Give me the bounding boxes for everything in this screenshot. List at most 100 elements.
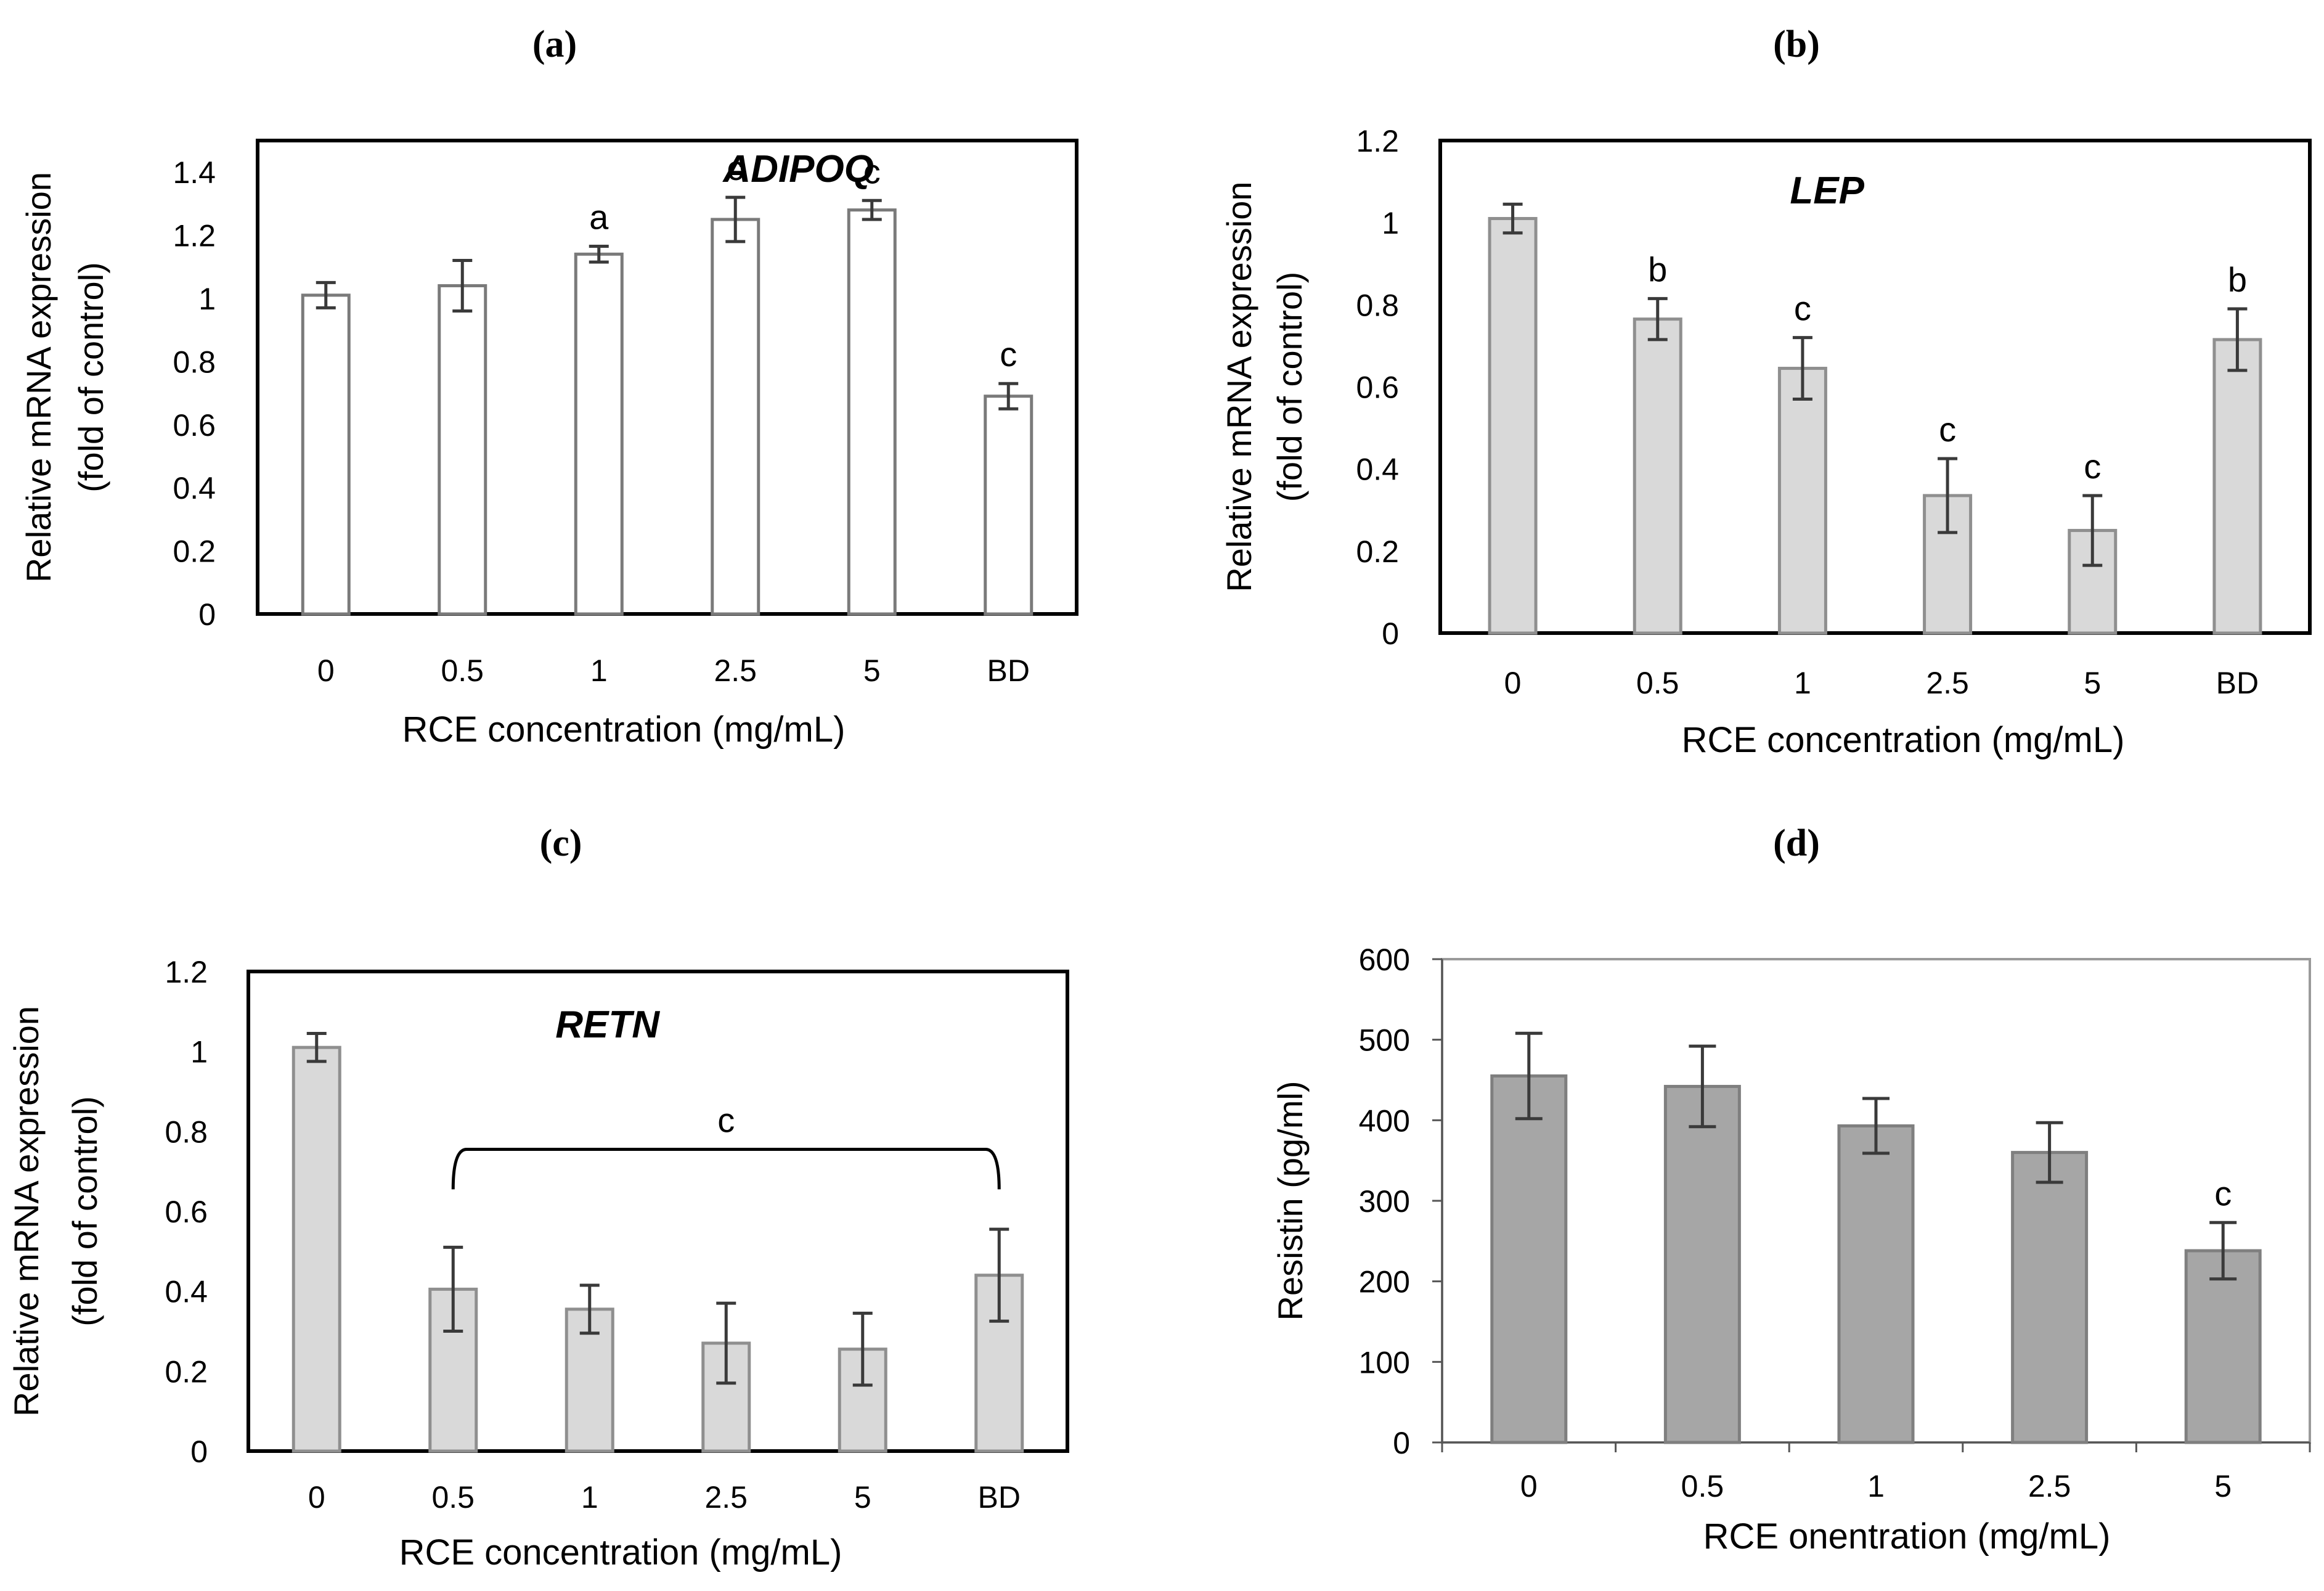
bar	[2212, 338, 2262, 635]
y-tick-label: 400	[1359, 1103, 1410, 1138]
y-tick-label: 1	[198, 282, 216, 316]
bar	[301, 293, 351, 616]
y-tick-label: 1.4	[173, 155, 216, 190]
y-tick-label: 0	[198, 597, 216, 632]
y-tick-label: 0.4	[1356, 452, 1399, 487]
x-tick-label: 1	[1867, 1469, 1885, 1503]
x-tick-label: 1	[1794, 666, 1811, 700]
x-tick-label: 5	[2084, 666, 2101, 700]
significance-letter: a	[589, 198, 609, 237]
bar	[438, 284, 487, 616]
bar	[1663, 1084, 1741, 1444]
x-tick-label: 0.5	[1636, 666, 1679, 700]
y-tick-label: 0.4	[165, 1275, 208, 1309]
panel-label: (c)	[540, 822, 582, 864]
significance-letter: c	[727, 149, 744, 187]
x-axis-label: RCE concentration (mg/mL)	[402, 710, 846, 750]
plot-frame	[1438, 139, 2312, 635]
y-axis-label-line2: (fold of control)	[1270, 272, 1309, 502]
bar	[2011, 1151, 2089, 1444]
plot-frame	[256, 139, 1078, 616]
y-tick-label: 600	[1359, 943, 1410, 977]
x-tick-label: 0	[1504, 666, 1522, 700]
bar	[984, 395, 1034, 616]
y-tick-label: 1	[1382, 206, 1399, 240]
y-tick-label: 0.6	[165, 1195, 208, 1229]
y-tick-label: 0.8	[1356, 288, 1399, 322]
significance-letter: b	[1648, 250, 1667, 288]
x-axis-label: RCE concentration (mg/mL)	[1682, 720, 2125, 760]
gene-title: RETN	[555, 1004, 660, 1046]
chart-panel-1: (a)00.20.40.60.811.21.40 0.5 1a2.5c5cBDcAD…	[19, 23, 1078, 750]
x-tick-label: BD	[978, 1480, 1021, 1515]
y-tick-label: 1.2	[173, 219, 216, 253]
y-axis-label: Relative mRNA expression	[7, 1006, 46, 1417]
x-tick-label: 5	[2214, 1469, 2232, 1503]
y-axis-label: Relative mRNA expression	[1220, 181, 1258, 592]
chart-panel-3: (c) 0 0.2 0.4 0.6 0.8 1 1.2 0 0.5 1 2.5 5 BD c RETN Rela…	[7, 822, 1069, 1573]
significance-letter: c	[863, 152, 881, 190]
panel-label: (d)	[1773, 822, 1820, 864]
y-tick-label: 0.4	[173, 471, 216, 505]
y-tick-label: 0.2	[173, 534, 216, 569]
bar	[1837, 1124, 1915, 1444]
chart-panel-4: (d) 0 100 200 300 400 500 600 0 0.5 1 2.5 5 c Resistin…	[1271, 822, 2311, 1556]
y-tick-label: 0	[190, 1434, 208, 1469]
bar	[574, 252, 624, 616]
y-tick-label: 300	[1359, 1184, 1410, 1219]
y-tick-label: 500	[1359, 1023, 1410, 1058]
chart-panel-2: (b) 0 0.2 0.4 0.6 0.8 1 1.2 0 0.5 b 1 c 2.5 c 5 c BD b LEP R…	[1220, 23, 2312, 760]
x-tick-label: 0.5	[1681, 1469, 1724, 1503]
y-axis-label: Resistin (pg/ml)	[1271, 1081, 1310, 1321]
y-tick-label: 0	[1382, 616, 1399, 651]
x-axis-label: RCE onentration (mg/mL)	[1703, 1516, 2111, 1556]
y-tick-label: 0.6	[1356, 370, 1399, 405]
significance-letter: c	[1939, 410, 1956, 449]
bar	[711, 218, 760, 616]
y-tick-label: 0.2	[1356, 534, 1399, 569]
bar	[292, 1045, 341, 1453]
x-axis-label: RCE concentration (mg/mL)	[399, 1532, 842, 1573]
significance-bracket	[451, 1148, 1001, 1190]
plot-frame	[247, 970, 1069, 1453]
x-tick-label: 0	[317, 653, 335, 688]
x-tick-label: 0	[1520, 1469, 1538, 1503]
bar	[847, 208, 897, 616]
bar	[1488, 217, 1538, 635]
panel-label: (a)	[532, 23, 577, 65]
gene-title: ADIPOQ	[722, 148, 874, 190]
bracket-label: c	[717, 1101, 735, 1140]
x-tick-label: 2.5	[704, 1480, 748, 1515]
bar	[1633, 317, 1682, 635]
bar	[1923, 494, 1973, 635]
y-tick-label: 0.2	[165, 1354, 208, 1389]
x-tick-label: 0.5	[431, 1480, 475, 1515]
y-tick-label: 0.8	[165, 1115, 208, 1149]
x-tick-label: BD	[2216, 666, 2259, 700]
y-tick-label: 100	[1359, 1345, 1410, 1380]
bar	[2068, 529, 2118, 635]
y-axis-label-line2: (fold of control)	[71, 262, 110, 493]
x-tick-label: BD	[987, 653, 1030, 688]
x-tick-label: 2.5	[1926, 666, 1969, 700]
y-axis-label: Relative mRNA expression	[19, 172, 58, 583]
y-tick-label: 1	[190, 1035, 208, 1070]
gene-title: LEP	[1790, 170, 1864, 212]
x-tick-label: 5	[863, 653, 881, 688]
significance-letter: c	[2214, 1174, 2232, 1213]
y-tick-label: 200	[1359, 1265, 1410, 1299]
significance-letter: c	[2084, 447, 2101, 486]
x-tick-label: 2.5	[2028, 1469, 2071, 1503]
x-tick-label: 5	[854, 1480, 871, 1515]
y-tick-label: 0.6	[173, 408, 216, 443]
significance-letter: c	[1000, 335, 1017, 374]
x-tick-label: 2.5	[714, 653, 757, 688]
y-axis-label-line2: (fold of control)	[65, 1096, 104, 1327]
panel-label: (b)	[1773, 23, 1820, 65]
x-tick-label: 1	[590, 653, 608, 688]
x-tick-label: 0	[308, 1480, 325, 1515]
y-tick-label: 1.2	[165, 955, 208, 989]
y-tick-label: 0.8	[173, 345, 216, 379]
y-tick-label: 0	[1393, 1426, 1410, 1460]
